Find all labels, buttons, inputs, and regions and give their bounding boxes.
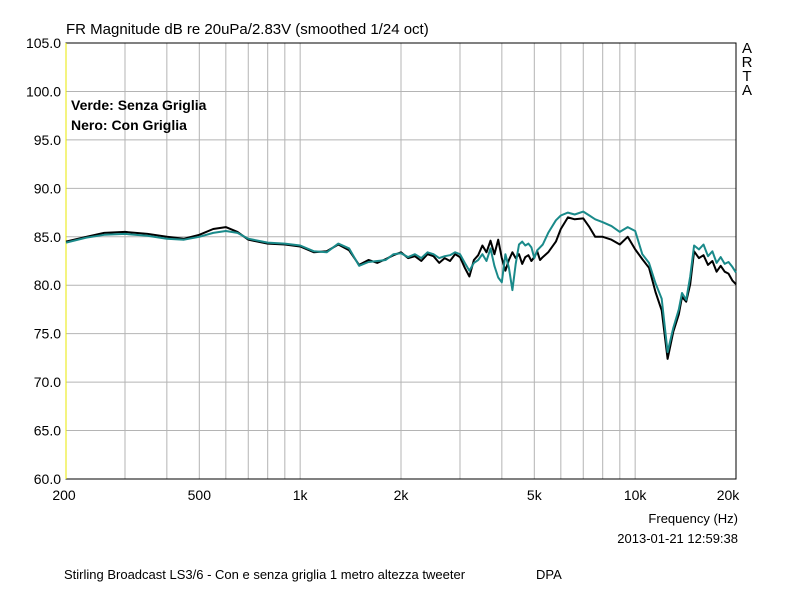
y-tick-label: 75.0 [34, 326, 61, 342]
footer-caption: Stirling Broadcast LS3/6 - Con e senza g… [64, 567, 466, 582]
legend-annotation: Verde: Senza Griglia [71, 97, 207, 113]
y-tick-label: 105.0 [26, 35, 61, 51]
x-tick-label: 5k [527, 487, 543, 503]
x-tick-label: 20k [717, 487, 741, 503]
legend-annotation: Nero: Con Griglia [71, 117, 187, 133]
footer-brand: DPA [536, 567, 562, 582]
chart-title: FR Magnitude dB re 20uPa/2.83V (smoothed… [66, 21, 429, 38]
y-tick-label: 100.0 [26, 83, 61, 99]
arta-letter: A [741, 82, 752, 99]
x-tick-label: 1k [293, 487, 309, 503]
arta-letter: T [742, 68, 752, 85]
arta-letter: A [741, 40, 752, 57]
y-tick-label: 70.0 [34, 374, 61, 390]
y-tick-labels: 60.0 65.0 70.0 75.0 80.0 85.0 90.0 95.0 100.0 105… [26, 35, 61, 487]
y-tick-label: 95.0 [34, 132, 61, 148]
y-tick-label: 90.0 [34, 180, 61, 196]
x-tick-label: 500 [188, 487, 212, 503]
x-tick-label: 200 [52, 487, 76, 503]
x-tick-label: 2k [394, 487, 410, 503]
arta-watermark: A R T A [740, 40, 754, 99]
y-tick-label: 60.0 [34, 471, 61, 487]
x-tick-label: 10k [624, 487, 648, 503]
arta-letter: R [741, 54, 753, 71]
y-tick-label: 65.0 [34, 423, 61, 439]
y-tick-label: 80.0 [34, 277, 61, 293]
annotations: Verde: Senza Griglia Nero: Con Griglia [71, 97, 207, 133]
timestamp: 2013-01-21 12:59:38 [617, 531, 738, 546]
y-tick-label: 85.0 [34, 229, 61, 245]
x-axis-label: Frequency (Hz) [648, 511, 738, 526]
plot-frame [65, 42, 737, 480]
x-tick-labels: 200 500 1k 2k 5k 10k 20k [52, 487, 740, 503]
series-line [65, 210, 737, 354]
series-lines [65, 210, 737, 360]
